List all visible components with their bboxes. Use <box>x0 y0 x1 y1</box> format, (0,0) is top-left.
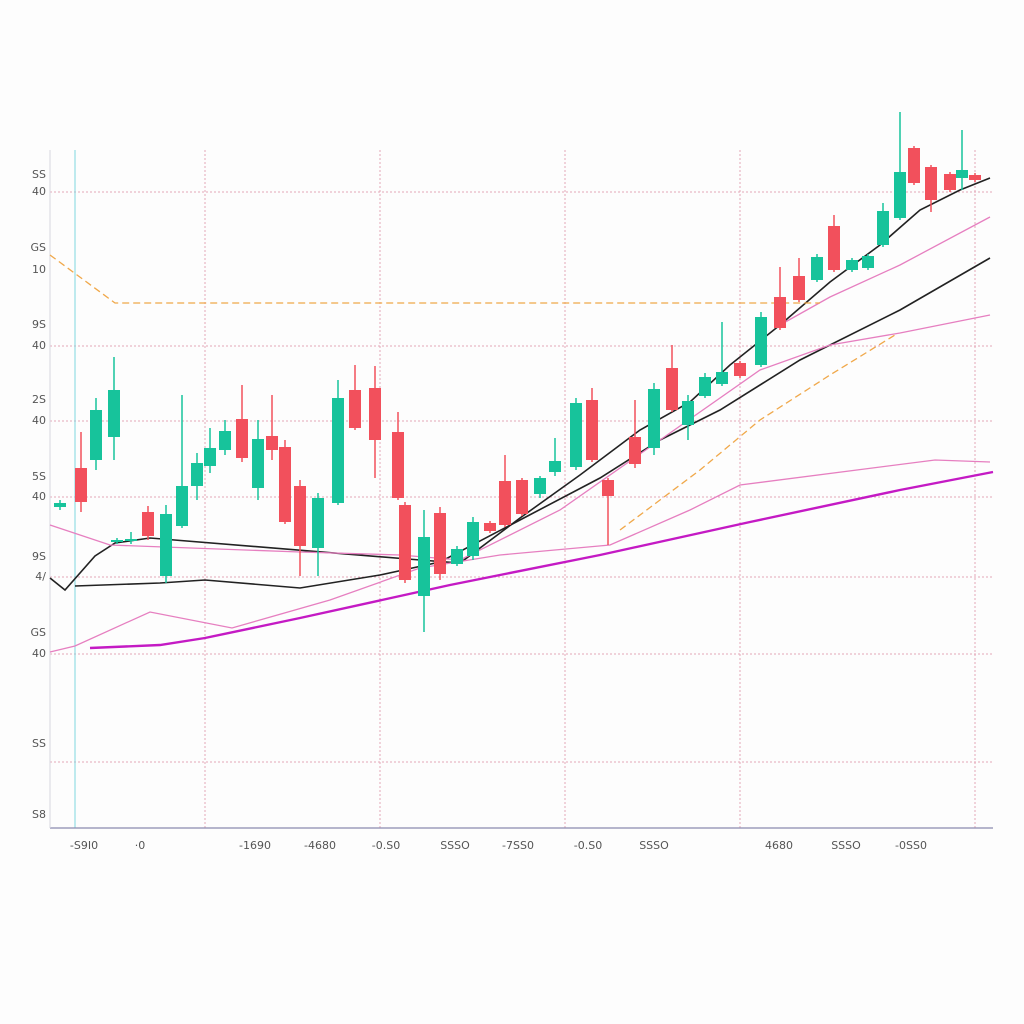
candle-body <box>846 260 858 270</box>
y-tick-label: 10 <box>32 263 46 276</box>
candle-body <box>629 437 641 464</box>
y-tick-label: 5S <box>32 470 46 483</box>
y-tick-label: SS <box>32 168 46 181</box>
candle-body <box>399 505 411 580</box>
candle-body <box>734 363 746 376</box>
candle-body <box>252 439 264 488</box>
y-tick-label: GS <box>30 626 46 639</box>
candle-body <box>451 549 463 564</box>
x-tick-label: SSSO <box>831 839 861 852</box>
candle-body <box>332 398 344 503</box>
candle-body <box>648 389 660 448</box>
candle-body <box>877 211 889 245</box>
candle-body <box>54 503 66 507</box>
candle-body <box>811 257 823 280</box>
candle-body <box>418 537 430 596</box>
candle-body <box>236 419 248 458</box>
candle-body <box>142 512 154 536</box>
indicator-line <box>74 257 991 589</box>
candle-body <box>586 400 598 460</box>
x-tick-label: -S9I0 <box>70 839 98 852</box>
x-tick-label: SSSO <box>639 839 669 852</box>
candle-body <box>467 522 479 556</box>
candle-body <box>549 461 561 472</box>
indicator-line <box>619 334 896 531</box>
candle-body <box>294 486 306 546</box>
y-tick-label: 40 <box>32 339 46 352</box>
candle-body <box>111 540 123 542</box>
candle-body <box>434 513 446 574</box>
y-tick-label: 40 <box>32 647 46 660</box>
indicator-line <box>49 314 991 561</box>
y-tick-label: SS <box>32 737 46 750</box>
candle-body <box>828 226 840 270</box>
indicator-line <box>779 216 991 326</box>
candle-body <box>956 170 968 178</box>
candle-body <box>602 480 614 496</box>
candle-body <box>862 256 874 268</box>
y-tick-label: 40 <box>32 490 46 503</box>
x-tick-label: -0SS0 <box>895 839 927 852</box>
candle-body <box>90 410 102 460</box>
x-tick-label: ·0 <box>135 839 146 852</box>
candle-body <box>793 276 805 300</box>
candle-body <box>969 175 981 180</box>
x-tick-label: -0.S0 <box>372 839 400 852</box>
candle-body <box>499 481 511 525</box>
y-tick-label: 4/ <box>35 570 46 583</box>
indicator-line <box>89 470 994 650</box>
candle-body <box>666 368 678 410</box>
x-tick-label: -7SS0 <box>502 839 534 852</box>
x-tick-label: -1690 <box>239 839 271 852</box>
candle-body <box>191 463 203 486</box>
candle-body <box>349 390 361 428</box>
candle-body <box>219 431 231 450</box>
candle-body <box>944 174 956 190</box>
candle-body <box>204 448 216 466</box>
candle-body <box>125 539 137 541</box>
y-tick-label: 2S <box>32 393 46 406</box>
candle-body <box>534 478 546 494</box>
candle-body <box>160 514 172 576</box>
y-tick-label: 9S <box>32 318 46 331</box>
candle-body <box>908 148 920 183</box>
y-tick-label: S8 <box>32 808 46 821</box>
indicator-line <box>49 177 991 592</box>
candle-body <box>894 172 906 218</box>
y-tick-label: 40 <box>32 185 46 198</box>
candle-body <box>925 167 937 200</box>
candle-body <box>266 436 278 450</box>
candle-body <box>392 432 404 498</box>
candle-body <box>176 486 188 526</box>
candle-body <box>699 377 711 396</box>
y-tick-label: GS <box>30 241 46 254</box>
candle-body <box>716 372 728 384</box>
candle-body <box>279 447 291 522</box>
candle-body <box>312 498 324 548</box>
y-tick-label: 9S <box>32 550 46 563</box>
indicator-line <box>49 254 820 304</box>
candle-body <box>516 480 528 514</box>
candle-body <box>369 388 381 440</box>
x-tick-label: -4680 <box>304 839 336 852</box>
candle-body <box>755 317 767 365</box>
candle-body <box>484 523 496 531</box>
x-tick-label: 4680 <box>765 839 793 852</box>
candle-body <box>75 468 87 502</box>
candle-body <box>108 390 120 437</box>
x-tick-label: -0.S0 <box>574 839 602 852</box>
candle-body <box>570 403 582 467</box>
y-tick-label: 40 <box>32 414 46 427</box>
candle-body <box>682 401 694 425</box>
x-tick-label: SSSO <box>440 839 470 852</box>
candle-body <box>774 297 786 328</box>
